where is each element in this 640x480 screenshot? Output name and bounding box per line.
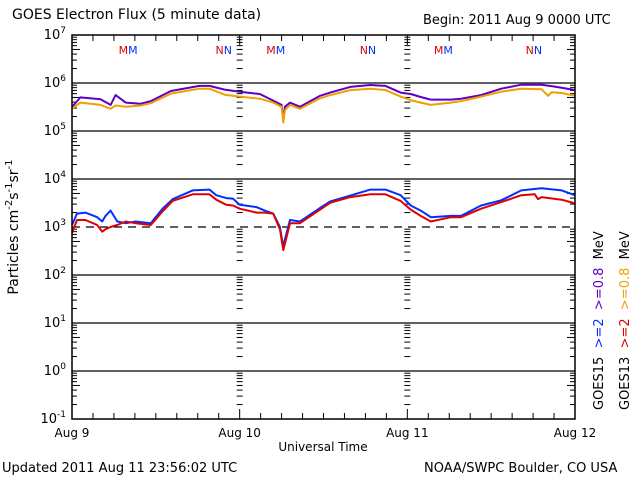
y-tick-label: 107 [44, 26, 66, 43]
marker-m: M [128, 44, 138, 57]
marker-pair-m: MM [266, 44, 285, 57]
y-tick-base: 10 [44, 124, 61, 139]
y-tick-base: 10 [44, 220, 61, 235]
x-tick-label: Aug 11 [386, 426, 429, 440]
y-tick-exponent: 6 [60, 74, 66, 84]
legend-entry: MeV [592, 231, 607, 267]
marker-n: N [216, 44, 224, 57]
markers-layer: MM NN MM NN MM NN [119, 44, 542, 57]
y-tick-base: 10 [44, 316, 61, 331]
chart-title: GOES Electron Flux (5 minute data) [12, 7, 262, 23]
y-label-base: Particles cm [6, 210, 22, 295]
legend-entry: >=0.8 [592, 268, 607, 319]
series-goes15-2-mev [71, 187, 576, 249]
y-tick-label: 10-1 [40, 410, 66, 427]
y-label-exp3: -1 [4, 159, 15, 169]
data-source: NOAA/SWPC Boulder, CO USA [424, 461, 618, 476]
y-label-exp2: -1 [4, 182, 15, 192]
y-tick-exponent: 1 [60, 314, 66, 324]
y-tick-label: 103 [44, 218, 66, 235]
marker-pair-n: NN [360, 44, 376, 57]
legend-satellite: GOES15 [592, 357, 607, 410]
ticks-layer [71, 35, 576, 419]
y-tick-label: 104 [44, 170, 67, 187]
y-tick-exponent: 0 [60, 362, 66, 372]
y-tick-base: 10 [44, 268, 61, 283]
y-tick-base: 10 [44, 28, 61, 43]
y-tick-exponent: -1 [57, 410, 66, 420]
y-label-exp1: -2 [4, 200, 15, 210]
y-tick-label: 106 [44, 74, 67, 91]
y-tick-base: 10 [40, 412, 57, 427]
series-goes13-0-8-mev [71, 87, 576, 124]
marker-pair-n: NN [526, 44, 542, 57]
y-tick-exponent: 3 [60, 218, 66, 228]
begin-label: Begin: 2011 Aug 9 0000 UTC [423, 13, 611, 28]
marker-m: M [266, 44, 276, 57]
marker-n: N [224, 44, 232, 57]
marker-pair-m: MM [119, 44, 138, 57]
x-tick-label: Aug 12 [554, 426, 597, 440]
marker-m: M [443, 44, 453, 57]
marker-m: M [434, 44, 444, 57]
marker-pair-m: MM [434, 44, 453, 57]
legend-entry: MeV [618, 231, 633, 267]
x-tick-label: Aug 10 [218, 426, 261, 440]
legend-entry: >=2 [618, 318, 633, 356]
grid-layer [72, 82, 575, 372]
x-tick-labels: Aug 9 Aug 10 Aug 11 Aug 12 [55, 426, 597, 440]
y-label-sr: sr [6, 169, 22, 182]
y-tick-label: 102 [44, 266, 66, 283]
y-tick-exponent: 2 [60, 266, 66, 276]
marker-pair-n: NN [216, 44, 232, 57]
y-label-s: s [6, 192, 22, 199]
marker-n: N [526, 44, 534, 57]
y-tick-exponent: 7 [60, 26, 66, 36]
x-tick-label: Aug 9 [55, 426, 90, 440]
updated-timestamp: Updated 2011 Aug 11 23:56:02 UTC [2, 461, 238, 476]
y-tick-exponent: 4 [60, 170, 66, 180]
y-tick-label: 101 [44, 314, 66, 331]
legend-entry: >=0.8 [618, 268, 633, 319]
legend-row-goes15: GOES15 >=2 >=0.8 MeV [592, 231, 607, 410]
y-axis-label: Particles cm-2s-1sr-1 [4, 159, 22, 294]
y-tick-exponent: 5 [60, 122, 66, 132]
y-tick-base: 10 [44, 364, 61, 379]
marker-n: N [360, 44, 368, 57]
series-goes15-0-8-mev [71, 83, 576, 121]
y-tick-base: 10 [44, 172, 61, 187]
legend-entry: >=2 [592, 318, 607, 356]
series-layer [71, 83, 576, 252]
marker-m: M [119, 44, 129, 57]
plot-frame [71, 34, 576, 420]
legend-satellite: GOES13 [618, 357, 633, 410]
y-tick-label: 105 [44, 122, 66, 139]
y-tick-base: 10 [44, 76, 61, 91]
marker-n: N [368, 44, 376, 57]
legend-row-goes13: GOES13 >=2 >=0.8 MeV [618, 231, 633, 410]
marker-m: M [276, 44, 286, 57]
y-tick-label: 100 [44, 362, 67, 379]
marker-n: N [534, 44, 542, 57]
series-goes13-2-mev [71, 193, 576, 252]
x-axis-label: Universal Time [278, 440, 367, 454]
